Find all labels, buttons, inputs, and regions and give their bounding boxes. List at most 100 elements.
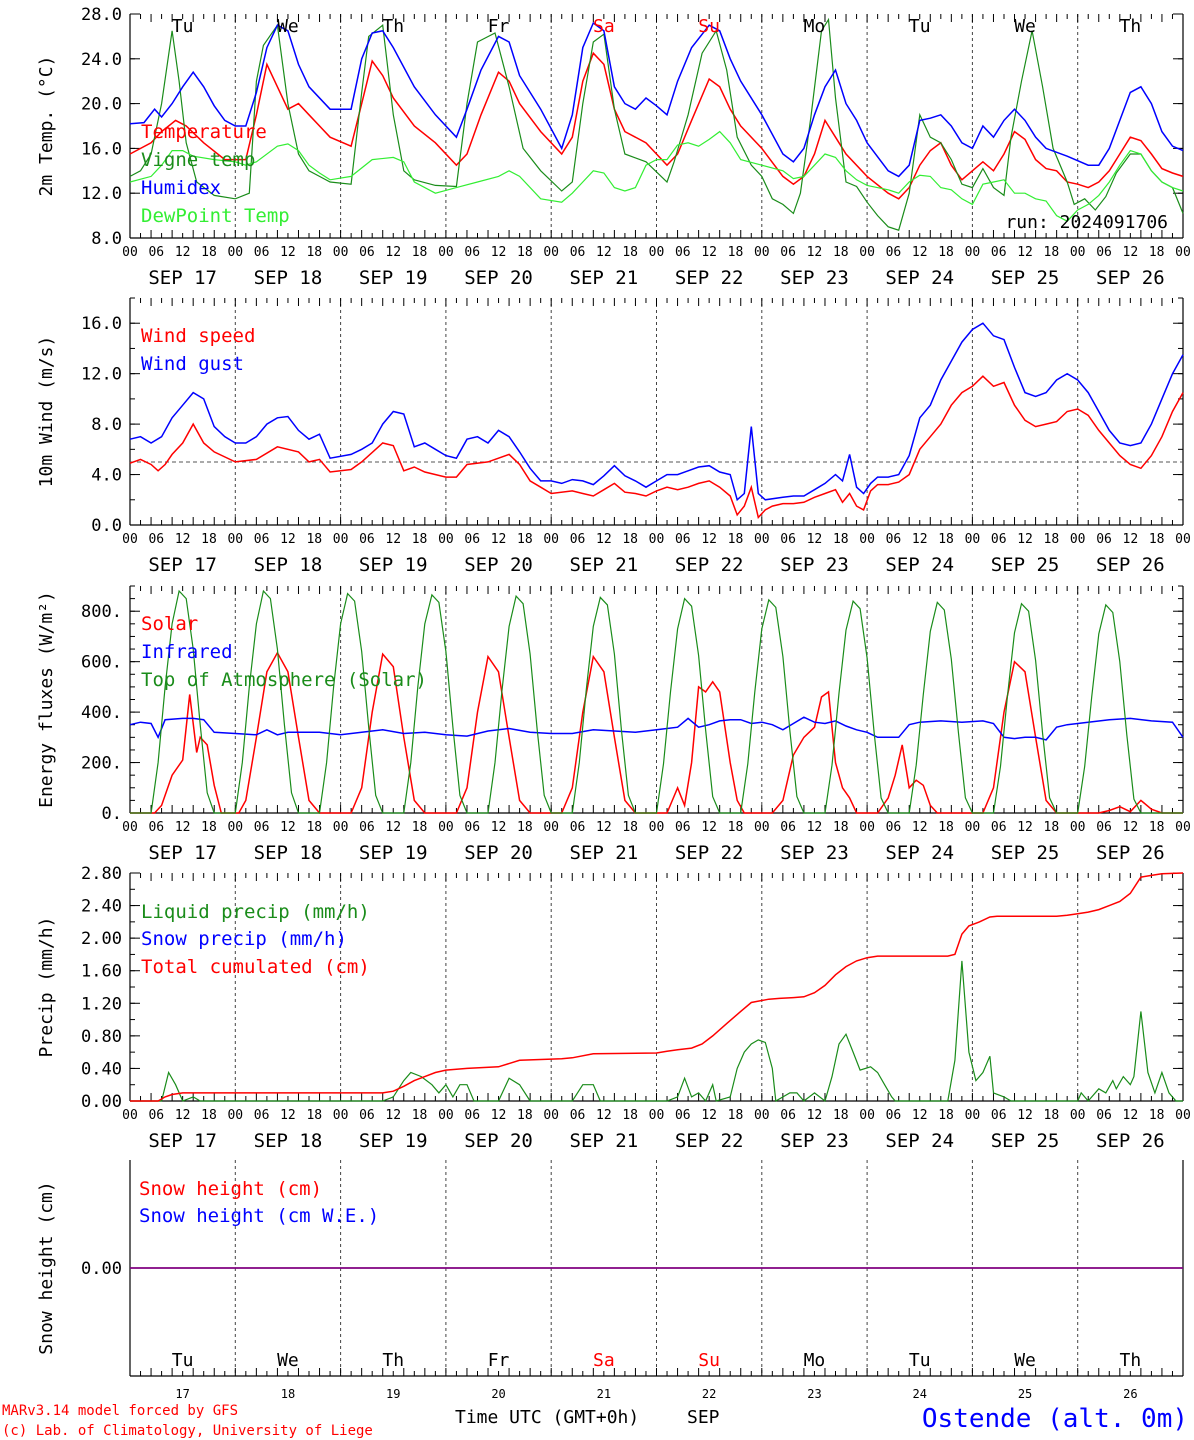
y-tick-label: 0.00 xyxy=(81,1092,122,1112)
hour-label: 18 xyxy=(517,1108,533,1123)
y-tick-label: 12.0 xyxy=(81,365,122,385)
date-label: SEP 21 xyxy=(570,1130,639,1152)
date-label: SEP 19 xyxy=(359,842,428,864)
hour-label: 06 xyxy=(675,245,691,260)
date-label: SEP 22 xyxy=(675,554,744,576)
station-label: Ostende (alt. 0m) xyxy=(922,1404,1188,1434)
hour-label: 06 xyxy=(886,820,902,835)
day-number-label: 19 xyxy=(386,1387,400,1401)
hour-label: 00 xyxy=(649,532,665,547)
day-of-week-label: Sa xyxy=(593,16,615,37)
hour-label: 12 xyxy=(1123,245,1139,260)
hour-label: 06 xyxy=(148,820,164,835)
hour-label: 12 xyxy=(175,1108,191,1123)
hour-label: 00 xyxy=(754,820,770,835)
hour-label: 18 xyxy=(938,1108,954,1123)
hour-label: 18 xyxy=(201,532,217,547)
legend-entry: Snow precip (mm/h) xyxy=(141,928,347,950)
hour-label: 06 xyxy=(464,820,480,835)
date-label: SEP 17 xyxy=(148,554,217,576)
hour-label: 18 xyxy=(517,820,533,835)
hour-label: 12 xyxy=(385,245,401,260)
hour-label: 18 xyxy=(201,1108,217,1123)
credit-line-1: MARv3.14 model forced by GFS xyxy=(2,1403,238,1419)
hour-label: 00 xyxy=(965,1108,981,1123)
y-tick-label: 28.0 xyxy=(81,5,122,25)
date-label: SEP 26 xyxy=(1096,1130,1165,1152)
hour-label: 00 xyxy=(1070,820,1086,835)
hour-label: 18 xyxy=(1149,245,1165,260)
hour-label: 18 xyxy=(306,820,322,835)
date-label: SEP 24 xyxy=(885,842,954,864)
hour-label: 18 xyxy=(201,245,217,260)
hour-label: 12 xyxy=(912,532,928,547)
y-tick-label: 24.0 xyxy=(81,50,122,70)
date-label: SEP 24 xyxy=(885,1130,954,1152)
date-label: SEP 22 xyxy=(675,267,744,289)
date-label: SEP 23 xyxy=(780,842,849,864)
hour-label: 06 xyxy=(991,532,1007,547)
legend-entry: Total cumulated (cm) xyxy=(141,956,370,978)
date-label: SEP 22 xyxy=(675,1130,744,1152)
date-label: SEP 26 xyxy=(1096,842,1165,864)
hour-label: 12 xyxy=(1123,532,1139,547)
y-tick-label: 0. xyxy=(102,804,122,824)
hour-label: 12 xyxy=(385,1108,401,1123)
day-of-week-label: Tu xyxy=(172,1350,194,1371)
legend-entry: Snow height (cm W.E.) xyxy=(139,1205,379,1227)
hour-label: 06 xyxy=(359,245,375,260)
day-number-label: 20 xyxy=(491,1387,505,1401)
date-label: SEP 18 xyxy=(254,1130,323,1152)
y-tick-label: 200. xyxy=(81,754,122,774)
hour-label: 18 xyxy=(306,245,322,260)
hour-label: 18 xyxy=(517,532,533,547)
hour-label: 12 xyxy=(175,245,191,260)
date-label: SEP 19 xyxy=(359,267,428,289)
hour-label: 06 xyxy=(886,1108,902,1123)
y-axis-label: Energy fluxes (W/m²) xyxy=(36,591,57,808)
hour-label: 18 xyxy=(728,532,744,547)
day-of-week-label: We xyxy=(1014,16,1036,37)
legend-entry: Infrared xyxy=(141,641,233,663)
hour-label: 00 xyxy=(859,245,875,260)
hour-label: 00 xyxy=(649,820,665,835)
hour-label: 06 xyxy=(148,532,164,547)
hour-label: 12 xyxy=(807,1108,823,1123)
hour-label: 18 xyxy=(728,820,744,835)
hour-label: 00 xyxy=(965,532,981,547)
hour-label: 18 xyxy=(412,245,428,260)
hour-label: 06 xyxy=(780,820,796,835)
hour-label: 18 xyxy=(306,532,322,547)
hour-label: 06 xyxy=(464,532,480,547)
hour-label: 18 xyxy=(412,532,428,547)
hour-label: 06 xyxy=(1096,1108,1112,1123)
date-label: SEP 18 xyxy=(254,267,323,289)
hour-label: 18 xyxy=(833,245,849,260)
hour-label: 00 xyxy=(438,532,454,547)
hour-label: 00 xyxy=(227,532,243,547)
series-line-wind-gust xyxy=(129,322,1184,502)
hour-label: 06 xyxy=(254,820,270,835)
hour-label: 18 xyxy=(622,532,638,547)
hour-label: 12 xyxy=(1017,532,1033,547)
date-label: SEP 20 xyxy=(464,1130,533,1152)
hour-label: 12 xyxy=(1123,820,1139,835)
day-number-label: 25 xyxy=(1018,1387,1032,1401)
hour-label: 18 xyxy=(412,1108,428,1123)
day-of-week-label: Fr xyxy=(488,1350,510,1371)
credit-line-2: (c) Lab. of Climatology, University of L… xyxy=(2,1423,373,1439)
hour-label: 12 xyxy=(807,245,823,260)
hour-label: 18 xyxy=(1149,532,1165,547)
hour-label: 12 xyxy=(385,532,401,547)
hour-label: 12 xyxy=(491,245,507,260)
y-tick-label: 12.0 xyxy=(81,184,122,204)
date-label: SEP 24 xyxy=(885,554,954,576)
hour-label: 12 xyxy=(491,532,507,547)
series-line-liquid-precip-mm-h- xyxy=(130,960,1183,1103)
hour-label: 12 xyxy=(280,1108,296,1123)
date-label: SEP 25 xyxy=(991,842,1060,864)
hour-label: 06 xyxy=(148,245,164,260)
hour-label: 00 xyxy=(543,532,559,547)
hour-label: 06 xyxy=(675,820,691,835)
hour-label: 18 xyxy=(306,1108,322,1123)
